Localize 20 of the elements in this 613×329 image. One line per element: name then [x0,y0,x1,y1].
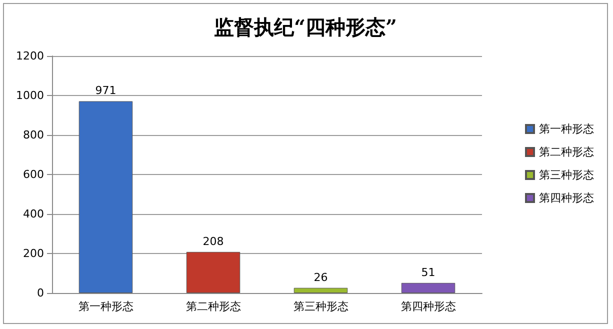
y-tick-label: 1200 [16,50,44,62]
y-tick-label: 200 [23,247,44,260]
legend-label: 第四种形态 [539,192,594,204]
data-label: 971 [95,84,116,98]
y-tick-label: 0 [37,286,44,300]
chart-title: 监督执纪“四种形态” [214,15,398,39]
legend-label: 第三种形态 [539,168,594,182]
x-tick-label: 第一种形态 [78,300,134,313]
y-tick-label: 800 [23,128,44,142]
data-label: 26 [314,270,328,284]
x-tick-label: 第四种形态 [400,300,456,313]
x-tick-label: 第三种形态 [293,300,348,313]
data-label: 51 [421,266,436,279]
y-tick-label: 400 [23,208,44,220]
legend-label: 第一种形态 [539,122,594,136]
y-tick-label: 1000 [16,89,44,102]
y-tick-label: 600 [23,168,44,181]
x-tick-label: 第二种形态 [186,300,241,313]
data-label: 208 [202,234,224,248]
legend-label: 第二种形态 [539,146,594,158]
